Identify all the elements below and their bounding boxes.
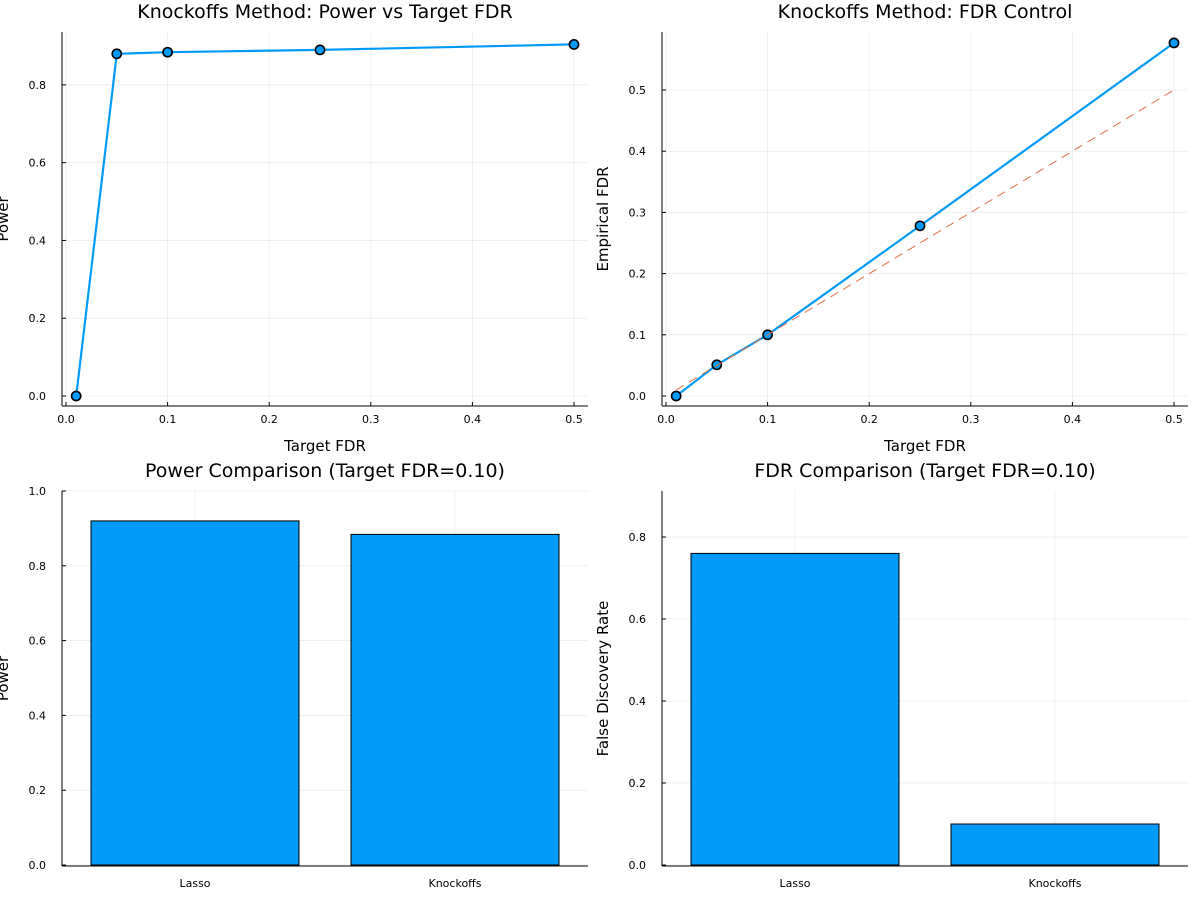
x-axis-label: Target FDR (883, 437, 966, 455)
y-tick-label: 0.2 (629, 268, 647, 281)
x-tick-label: 0.4 (464, 413, 482, 426)
x-tick-label: 0.1 (759, 413, 777, 426)
y-tick-label: 0.6 (629, 613, 647, 626)
data-point (670, 390, 682, 402)
data-point (111, 48, 123, 60)
y-tick-label: 0.4 (29, 234, 47, 247)
x-tick-label: 0.0 (657, 413, 675, 426)
data-point (314, 44, 326, 56)
chart-panel-2: 0.0 0.1 0.2 0.3 0.4 0.5 0.0 0.1 0.2 0.3 0.4 0.5 Knoc… (594, 1, 1188, 455)
y-tick-label: 0.0 (29, 859, 47, 872)
chart-title: Knockoffs Method: Power vs Target FDR (137, 1, 513, 23)
data-point (711, 359, 723, 371)
y-tick-label: 0.4 (629, 145, 647, 158)
y-axis-label: Power (0, 195, 12, 241)
data-point (568, 39, 580, 50)
y-tick-label: 0.5 (629, 84, 647, 97)
y-tick-label: 0.8 (629, 531, 647, 544)
category-label: Lasso (779, 877, 810, 890)
y-tick-label: 0.1 (629, 329, 647, 342)
x-tick-label: 0.5 (565, 413, 583, 426)
x-tick-label: 0.2 (260, 413, 278, 426)
data-point (1168, 37, 1180, 49)
y-tick-label: 0.8 (29, 79, 47, 92)
x-tick-label: 0.4 (1064, 413, 1082, 426)
x-tick-label: 0.3 (962, 413, 980, 426)
y-tick-label: 0.6 (29, 157, 47, 170)
chart-title: FDR Comparison (Target FDR=0.10) (754, 460, 1095, 482)
category-label: Knockoffs (1029, 877, 1082, 890)
bar-lasso (690, 552, 900, 866)
y-tick-label: 0.0 (629, 390, 647, 403)
x-tick-label: 0.2 (860, 413, 878, 426)
bar-knockoffs (950, 823, 1160, 866)
y-tick-label: 0.0 (29, 390, 47, 403)
chart-panel-3: 0.0 0.2 0.4 0.6 0.8 1.0 Lasso Knockoffs Power Co… (0, 460, 588, 890)
data-point (162, 46, 173, 58)
reference-line (675, 89, 1175, 391)
bar-lasso (90, 520, 300, 866)
chart-panel-4: 0.0 0.2 0.4 0.6 0.8 Lasso Knockoffs FDR Compari… (594, 460, 1188, 890)
y-tick-label: 0.2 (629, 777, 647, 790)
y-tick-label: 0.0 (629, 859, 647, 872)
chart-panel-1: 0.0 0.2 0.4 0.6 0.8 0.0 0.1 0.2 0.3 0.4 0.5 Knockof… (0, 1, 588, 455)
chart-title: Power Comparison (Target FDR=0.10) (145, 460, 505, 482)
x-tick-label: 0.3 (362, 413, 380, 426)
chart-title: Knockoffs Method: FDR Control (778, 1, 1073, 23)
y-axis-label: Power (0, 655, 12, 701)
category-label: Lasso (179, 877, 210, 890)
bar-knockoffs (350, 533, 560, 866)
category-label: Knockoffs (429, 877, 482, 890)
data-point (70, 390, 82, 402)
y-tick-label: 0.2 (29, 784, 47, 797)
x-tick-label: 0.1 (159, 413, 177, 426)
data-point (914, 220, 926, 232)
x-axis-label: Target FDR (283, 437, 366, 455)
y-tick-label: 1.0 (29, 485, 47, 498)
x-tick-label: 0.5 (1165, 413, 1183, 426)
y-tick-label: 0.4 (629, 695, 647, 708)
y-axis-label: False Discovery Rate (594, 601, 612, 757)
y-tick-label: 0.8 (29, 560, 47, 573)
y-axis-label: Empirical FDR (594, 166, 612, 271)
y-tick-label: 0.4 (29, 709, 47, 722)
y-tick-label: 0.2 (29, 312, 47, 325)
x-tick-label: 0.0 (57, 413, 75, 426)
y-tick-label: 0.6 (29, 635, 47, 648)
y-tick-label: 0.3 (629, 206, 647, 219)
